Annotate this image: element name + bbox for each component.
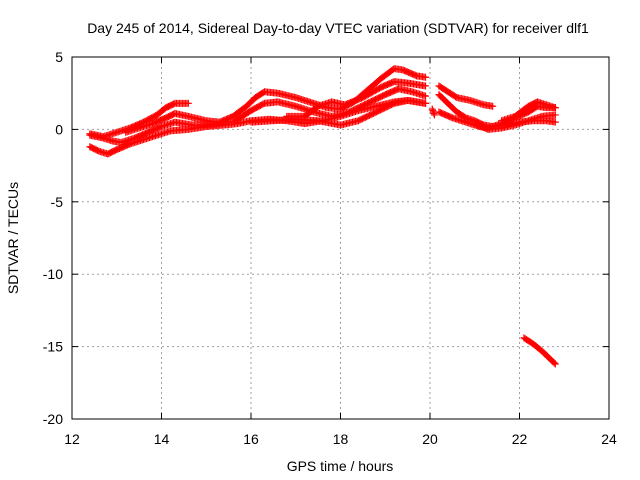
series-track-3 bbox=[86, 99, 192, 141]
series-track-7 bbox=[247, 96, 430, 129]
series-track-14 bbox=[520, 334, 559, 368]
series-track-8 bbox=[435, 82, 497, 110]
plot-frame bbox=[71, 56, 610, 420]
x-tick-label: 14 bbox=[154, 431, 170, 447]
x-axis-label: GPS time / hours bbox=[287, 458, 394, 474]
x-tick-label: 24 bbox=[601, 431, 617, 447]
data-point bbox=[422, 92, 430, 100]
data-point bbox=[422, 82, 430, 90]
series-track-13 bbox=[428, 105, 438, 119]
y-axis-label: SDTVAR / TECUs bbox=[5, 182, 21, 294]
x-tick-label: 22 bbox=[512, 431, 528, 447]
y-tick-label: -15 bbox=[43, 339, 63, 355]
chart-title: Day 245 of 2014, Sidereal Day-to-day VTE… bbox=[87, 20, 589, 36]
data-point bbox=[551, 104, 559, 112]
data-point bbox=[550, 359, 558, 367]
axis-ticks: 12 14 16 18 20 22 24 5 0 -5 -10 -15 -20 bbox=[43, 49, 617, 447]
y-tick-label: -10 bbox=[43, 266, 63, 282]
data-point bbox=[430, 111, 438, 119]
y-tick-label: 0 bbox=[55, 121, 63, 137]
data-point bbox=[422, 99, 430, 107]
plot-data bbox=[86, 65, 559, 368]
data-point bbox=[551, 360, 559, 368]
data-point bbox=[489, 102, 497, 110]
data-point bbox=[184, 99, 192, 107]
y-tick-label: -20 bbox=[43, 411, 63, 427]
x-tick-label: 16 bbox=[243, 431, 259, 447]
data-point bbox=[551, 118, 559, 126]
series-track-5 bbox=[229, 85, 430, 126]
x-tick-label: 20 bbox=[422, 431, 438, 447]
x-tick-label: 12 bbox=[64, 431, 80, 447]
x-tick-label: 18 bbox=[333, 431, 349, 447]
data-point bbox=[422, 73, 430, 81]
y-tick-label: 5 bbox=[55, 49, 63, 65]
series-track-2 bbox=[86, 118, 233, 146]
series-track-11 bbox=[471, 111, 559, 133]
data-point bbox=[551, 111, 559, 119]
y-tick-label: -5 bbox=[51, 194, 64, 210]
series-track-12 bbox=[498, 98, 559, 125]
